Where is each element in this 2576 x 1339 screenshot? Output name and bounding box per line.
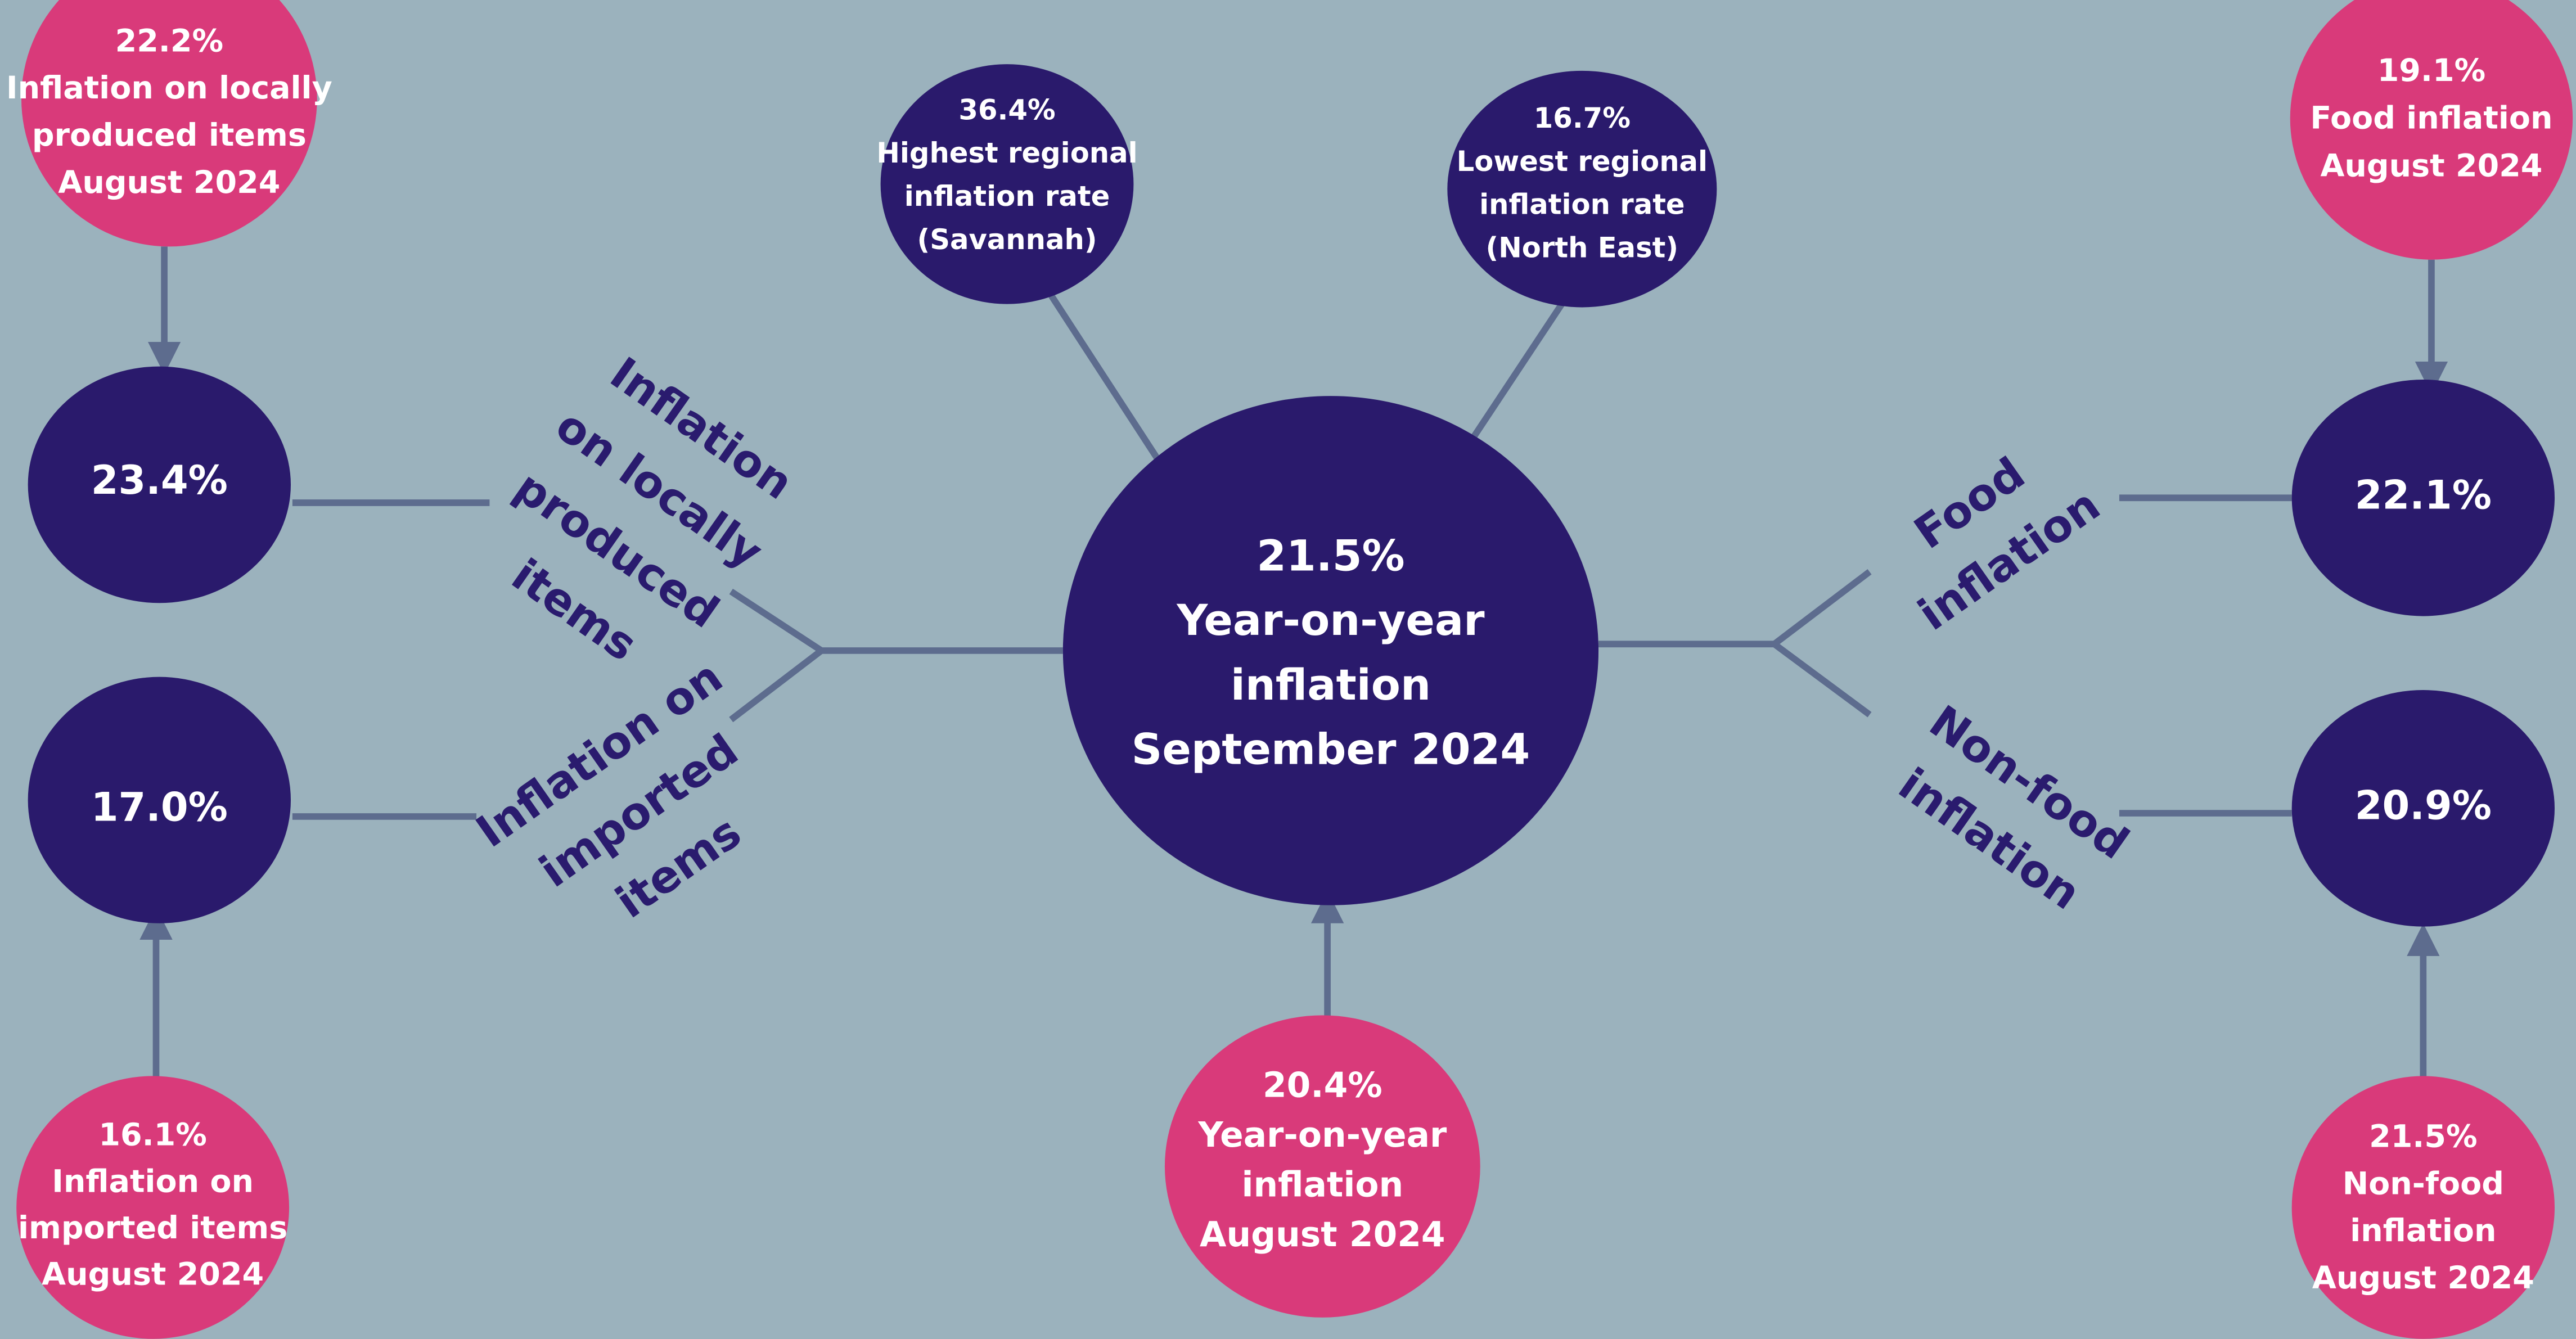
node-text: August 2024 [2320, 147, 2542, 184]
node-text: 36.4% [958, 93, 1055, 126]
node-text: 19.1% [2377, 52, 2486, 89]
node: 17.0% [28, 677, 291, 923]
node-text: 17.0% [91, 784, 228, 830]
node-text: inflation [1231, 660, 1431, 710]
node-text: August 2024 [58, 164, 280, 201]
node-text: 20.4% [1263, 1065, 1382, 1105]
node-circle [1164, 1015, 1480, 1318]
node-text: 21.5% [1257, 531, 1404, 580]
node-text: 22.2% [115, 22, 224, 59]
node-text: 21.5% [2369, 1119, 2478, 1155]
node-circle [28, 366, 291, 603]
node-circle [28, 677, 291, 923]
node: 20.4% Year-on-year inflation August 2024 [1164, 1015, 1480, 1318]
node-circle [880, 64, 1134, 304]
node-circle [16, 1076, 290, 1339]
node-text: 23.4% [91, 457, 228, 503]
connector [1598, 569, 1872, 718]
node-text: imported items [18, 1210, 287, 1246]
node-text: produced items [32, 117, 307, 154]
node-text: August 2024 [1200, 1215, 1445, 1255]
node-text: Lowest regional [1457, 145, 1708, 178]
node: 23.4% [28, 366, 291, 603]
connector [729, 588, 1063, 723]
node-circle [2291, 379, 2555, 616]
node-text: Inflation on locally [6, 70, 332, 106]
node-text: Year-on-year [1197, 1115, 1447, 1155]
connector [1048, 294, 1567, 467]
node: 19.1% Food inflation August 2024 [2290, 0, 2573, 260]
node: 22.2% Inflation on locally produced items A… [6, 0, 332, 247]
node: 20.9% [2291, 690, 2555, 927]
node-text: inflation rate [1479, 188, 1685, 221]
connector [292, 499, 490, 820]
connectors [139, 246, 2448, 1093]
node-circle [2291, 1076, 2555, 1339]
node-text: Inflation on [52, 1163, 254, 1200]
node-text: Food inflation [2310, 100, 2552, 137]
node-text: August 2024 [2312, 1260, 2534, 1296]
node-circle [1062, 396, 1599, 905]
node-text: inflation [2350, 1212, 2496, 1249]
node-text: (Savannah) [917, 223, 1097, 256]
node: 21.5% Year-on-year inflation September 2024 [1062, 396, 1599, 905]
node-text: inflation [1242, 1165, 1404, 1205]
node: 21.5% Non-food inflation August 2024 [2291, 1076, 2555, 1339]
node-circle [21, 0, 317, 247]
node-text: 20.9% [2355, 782, 2492, 828]
node: 22.1% [2291, 379, 2555, 616]
node-circle [1447, 70, 1717, 308]
node-text: inflation rate [904, 180, 1110, 213]
node: 16.7% Lowest regional inflation rate (North… [1447, 70, 1717, 308]
node-circle [2291, 690, 2555, 927]
node-text: September 2024 [1132, 725, 1530, 774]
node-text: Highest regional [876, 137, 1137, 169]
node-text: 16.7% [1534, 102, 1631, 134]
node-circle [2290, 0, 2573, 260]
node-text: Year-on-year [1176, 596, 1485, 645]
connector [2119, 494, 2292, 817]
node: 16.1% Inflation on imported items August 20… [16, 1076, 290, 1339]
node-text: Non-food [2343, 1165, 2504, 1202]
node-text: 16.1% [98, 1117, 206, 1153]
node: 36.4% Highest regional inflation rate (Sava… [876, 64, 1138, 304]
node-text: August 2024 [42, 1256, 264, 1293]
node-text: (North East) [1486, 231, 1679, 264]
node-text: 22.1% [2355, 472, 2492, 518]
